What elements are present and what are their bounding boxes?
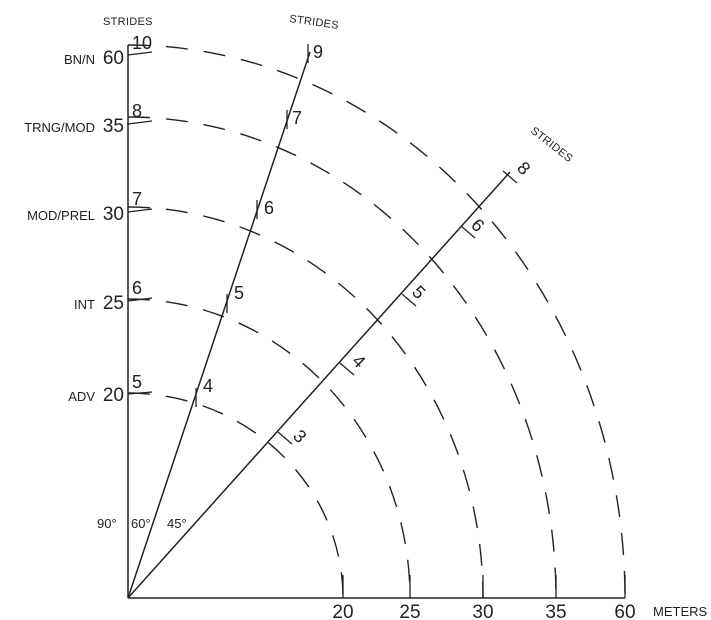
v-stride-7: 7 (132, 189, 142, 209)
arc-60 (127, 44, 626, 599)
tick-45deg-4 (339, 362, 355, 376)
v-name-adv: ADV (68, 389, 95, 404)
x-tick-25: 25 (399, 602, 420, 620)
x-tick-30: 30 (472, 602, 493, 620)
line60-stride-6: 6 (264, 198, 274, 218)
x-tick-35: 35 (545, 602, 566, 620)
tick-45deg-8 (502, 170, 518, 184)
line45-stride-3: 3 (289, 426, 310, 447)
x-tick-20: 20 (332, 602, 353, 620)
v-name-trng: TRNG/MOD (24, 120, 95, 135)
v-dist-35: 35 (103, 116, 124, 137)
v-dist-60: 60 (103, 48, 124, 69)
line-45-degree (127, 171, 511, 599)
angle-90: 90° (97, 516, 117, 531)
line45-stride-4: 4 (348, 351, 369, 372)
angle-45: 45° (167, 516, 187, 531)
v-name-mod: MOD/PREL (27, 208, 95, 223)
line60-stride-4: 4 (203, 376, 213, 396)
v-dist-20: 20 (103, 385, 124, 406)
v-tick-25 (127, 297, 153, 302)
header-strides-right: STRIDES (528, 125, 575, 165)
arc-35 (127, 116, 557, 599)
line60-stride-5: 5 (234, 283, 244, 303)
header-strides-left: STRIDES (103, 16, 153, 28)
arc-30 (127, 206, 484, 599)
angle-60: 60° (131, 516, 151, 531)
v-tick-30 (127, 208, 153, 213)
v-stride-8: 8 (132, 101, 142, 121)
tick-45deg-5 (401, 293, 417, 307)
tick-45deg-3 (277, 431, 293, 445)
v-tick-20 (127, 391, 153, 395)
line45-stride-5: 5 (408, 282, 429, 303)
v-name-bn: BN/N (64, 52, 95, 67)
v-dist-25: 25 (103, 293, 124, 314)
v-tick-35 (127, 120, 153, 125)
line-60-degree (127, 51, 311, 599)
header-strides-mid: STRIDES (289, 13, 340, 32)
arc-25 (127, 298, 411, 599)
v-tick-60 (127, 51, 153, 56)
v-name-int: INT (74, 297, 95, 312)
v-dist-30: 30 (103, 204, 124, 225)
line45-stride-8: 8 (513, 158, 534, 179)
tick-45deg-6 (460, 225, 476, 239)
arc-20 (127, 392, 344, 599)
line45-stride-6: 6 (467, 215, 488, 236)
v-stride-5: 5 (132, 372, 142, 392)
line60-stride-7: 7 (292, 108, 302, 128)
v-stride-6: 6 (132, 278, 142, 298)
v-stride-10: 10 (132, 33, 152, 53)
line60-stride-9: 9 (313, 42, 323, 62)
x-axis-unit: METERS (653, 604, 708, 619)
x-tick-60: 60 (614, 602, 635, 620)
